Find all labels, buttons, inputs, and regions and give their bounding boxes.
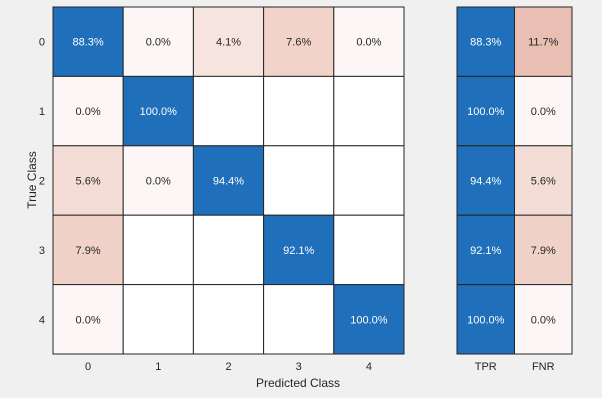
matrix-cell-label: 0.0% [76, 106, 101, 118]
tpr-label: 100.0% [467, 314, 505, 326]
matrix-cell [52, 75, 124, 147]
fnr-cell [514, 214, 573, 286]
summary-column-label: FNR [532, 361, 555, 373]
tpr-label: 88.3% [470, 37, 501, 49]
y-tick-label: 2 [39, 176, 45, 188]
matrix-cell [52, 6, 124, 77]
matrix-cell [122, 284, 194, 355]
matrix-cell [333, 145, 405, 216]
tpr-cell [456, 75, 515, 147]
matrix-cell [333, 214, 405, 286]
matrix-cell-label: 94.4% [213, 176, 244, 188]
matrix-cell [263, 6, 335, 77]
fnr-label: 0.0% [531, 314, 556, 326]
tick-labels: 0 0 1 1 2 2 3 3 4 4 TPR FNR [39, 37, 555, 373]
matrix-cell [263, 214, 335, 286]
tpr-cell [456, 145, 515, 216]
fnr-cell [514, 6, 573, 77]
tpr-label: 92.1% [470, 245, 501, 257]
fnr-cell [514, 75, 573, 147]
matrix-cell [263, 284, 335, 355]
tpr-cell [456, 214, 515, 286]
x-tick-label: 4 [366, 361, 372, 373]
summary-matrix-grid: 88.3% 11.7% 100.0% 0.0% 94.4% 5.6% 92.1% 7.9% 10… [456, 6, 573, 355]
matrix-cell-label: 4.1% [216, 37, 241, 49]
fnr-label: 7.9% [531, 245, 556, 257]
fnr-cell [514, 145, 573, 216]
x-tick-label: 0 [85, 361, 91, 373]
fnr-label: 5.6% [531, 176, 556, 188]
tpr-label: 100.0% [467, 106, 505, 118]
y-tick-label: 4 [39, 314, 45, 326]
matrix-cell-label: 5.6% [76, 176, 101, 188]
summary-column-label: TPR [475, 361, 497, 373]
matrix-cell-label: 100.0% [140, 106, 178, 118]
x-tick-label: 2 [225, 361, 231, 373]
matrix-cell [52, 284, 124, 355]
y-tick-label: 0 [39, 37, 45, 49]
matrix-cell-label: 88.3% [72, 37, 103, 49]
matrix-cell-label: 0.0% [146, 37, 171, 49]
confusion-matrix-grid: 88.3% 0.0% 4.1% 7.6% 0.0% 0.0% 100.0% 5.6% 0.0% 9… [52, 6, 405, 355]
tpr-cell [456, 284, 515, 355]
y-axis-label: True Class [25, 151, 39, 209]
matrix-cell-label: 100.0% [350, 314, 388, 326]
matrix-cell [333, 75, 405, 147]
matrix-cell-label: 0.0% [356, 37, 381, 49]
x-tick-label: 1 [155, 361, 161, 373]
matrix-cell-label: 92.1% [283, 245, 314, 257]
matrix-cell [333, 284, 405, 355]
matrix-cell [52, 145, 124, 216]
matrix-cell-label: 7.9% [76, 245, 101, 257]
x-tick-label: 3 [296, 361, 302, 373]
matrix-cell [192, 6, 265, 77]
fnr-label: 0.0% [531, 106, 556, 118]
matrix-cell [192, 214, 265, 286]
fnr-cell [514, 284, 573, 355]
matrix-cell-label: 7.6% [286, 37, 311, 49]
matrix-cell [192, 284, 265, 355]
y-tick-label: 1 [39, 106, 45, 118]
matrix-cell [263, 75, 335, 147]
x-axis-label: Predicted Class [256, 376, 340, 390]
matrix-cell [192, 145, 265, 216]
matrix-cell [192, 75, 265, 147]
fnr-label: 11.7% [528, 37, 559, 49]
matrix-cell [263, 145, 335, 216]
matrix-cell [122, 6, 194, 77]
y-tick-label: 3 [39, 245, 45, 257]
tpr-label: 94.4% [470, 176, 501, 188]
matrix-cell-label: 0.0% [76, 314, 101, 326]
matrix-cell [122, 214, 194, 286]
matrix-cell-label: 0.0% [146, 176, 171, 188]
